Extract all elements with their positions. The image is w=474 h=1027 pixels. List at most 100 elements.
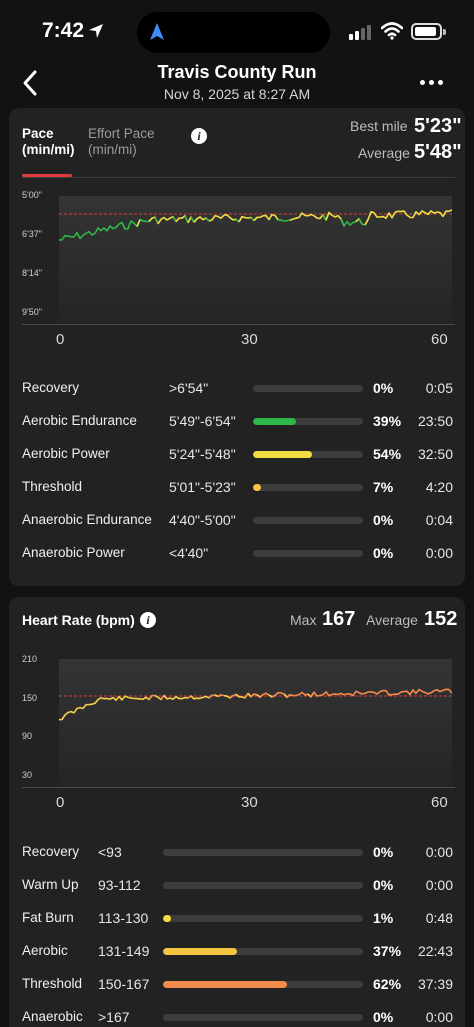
zone-bar bbox=[253, 550, 363, 557]
zone-time: 22:43 bbox=[417, 943, 453, 959]
hr-y-tick: 210 bbox=[22, 654, 38, 664]
average-pace-value: 5'48" bbox=[414, 141, 462, 163]
pace-zone-row: Anaerobic Endurance 4'40"-5'00" 0% 0:04 bbox=[22, 512, 455, 530]
zone-bar bbox=[253, 484, 363, 491]
average-pace-label: Average bbox=[358, 145, 410, 161]
pace-x-tick: 60 bbox=[431, 331, 448, 348]
zone-percent: 0% bbox=[373, 380, 394, 396]
zone-range: <93 bbox=[98, 844, 122, 860]
location-arrow-icon bbox=[89, 24, 103, 38]
pace-chart-svg bbox=[59, 209, 452, 241]
divider bbox=[22, 177, 455, 178]
average-hr-value: 152 bbox=[424, 608, 458, 630]
average-hr-label: Average bbox=[366, 612, 418, 628]
zone-range: 113-130 bbox=[98, 910, 149, 926]
hr-y-tick: 150 bbox=[22, 693, 38, 703]
zone-bar-fill bbox=[253, 484, 261, 491]
zone-range: 5'01"-5'23" bbox=[169, 479, 236, 495]
hr-trace-segment bbox=[286, 691, 312, 698]
zone-name: Anaerobic Endurance bbox=[22, 512, 152, 527]
zone-bar-fill bbox=[163, 981, 287, 988]
hr-zone-row: Aerobic 131-149 37% 22:43 bbox=[22, 943, 455, 961]
tab-effort-pace[interactable]: Effort Pace (min/mi) bbox=[88, 126, 155, 157]
zone-bar bbox=[163, 849, 363, 856]
zone-range: >6'54" bbox=[169, 380, 209, 396]
pace-zone-row: Threshold 5'01"-5'23" 7% 4:20 bbox=[22, 479, 455, 497]
zone-percent: 1% bbox=[373, 910, 394, 926]
pace-trace-segment bbox=[325, 211, 345, 227]
zone-bar bbox=[253, 451, 363, 458]
zone-time: 37:39 bbox=[417, 976, 453, 992]
pace-zone-row: Aerobic Endurance 5'49"-6'54" 39% 23:50 bbox=[22, 413, 455, 431]
pace-zone-row: Anaerobic Power <4'40" 0% 0:00 bbox=[22, 545, 455, 563]
page-title: Travis County Run bbox=[157, 62, 317, 82]
dynamic-island bbox=[137, 12, 330, 53]
pace-trace-segment bbox=[208, 213, 240, 223]
zone-time: 32:50 bbox=[417, 446, 453, 462]
zone-bar bbox=[163, 1014, 363, 1021]
zone-percent: 0% bbox=[373, 512, 394, 528]
pace-y-tick: 9'50" bbox=[22, 307, 42, 317]
hr-x-tick: 30 bbox=[241, 794, 258, 811]
pace-trace-segment bbox=[340, 218, 360, 227]
zone-time: 4:20 bbox=[425, 479, 453, 495]
zone-range: >167 bbox=[98, 1009, 130, 1025]
zone-bar bbox=[253, 385, 363, 392]
pace-zone-row: Recovery >6'54" 0% 0:05 bbox=[22, 380, 455, 398]
zone-name: Aerobic Power bbox=[22, 446, 110, 461]
zone-bar bbox=[253, 418, 363, 425]
cellular-signal-icon bbox=[349, 25, 371, 40]
hr-trace-segment bbox=[163, 694, 192, 700]
zone-bar bbox=[163, 981, 363, 988]
more-options-icon[interactable] bbox=[420, 80, 443, 85]
zone-bar-fill bbox=[253, 418, 296, 425]
pace-card: Pace (min/mi) Effort Pace (min/mi) i Bes… bbox=[9, 108, 465, 586]
info-icon[interactable]: i bbox=[191, 128, 207, 144]
zone-bar-fill bbox=[163, 948, 237, 955]
back-chevron-icon[interactable] bbox=[20, 68, 40, 98]
zone-range: 150-167 bbox=[98, 976, 150, 992]
zone-time: 0:48 bbox=[425, 910, 453, 926]
pace-x-axis bbox=[22, 324, 455, 325]
zone-name: Threshold bbox=[22, 976, 83, 991]
zone-percent: 39% bbox=[373, 413, 402, 429]
zone-range: 4'40"-5'00" bbox=[169, 512, 236, 528]
pace-trace-segment bbox=[364, 209, 452, 226]
zone-time: 23:50 bbox=[417, 413, 453, 429]
zone-range: 93-112 bbox=[98, 877, 141, 893]
tab-pace[interactable]: Pace (min/mi) bbox=[22, 126, 75, 157]
zone-bar bbox=[163, 882, 363, 889]
wifi-icon bbox=[381, 22, 403, 40]
pace-trace-segment bbox=[157, 215, 177, 225]
status-time: 7:42 bbox=[42, 19, 85, 42]
zone-name: Recovery bbox=[22, 844, 80, 859]
max-hr-value: 167 bbox=[322, 608, 356, 630]
pace-y-tick: 6'37" bbox=[22, 229, 42, 239]
info-icon[interactable]: i bbox=[140, 612, 156, 628]
zone-range: 5'24"-5'48" bbox=[169, 446, 236, 462]
zone-name: Aerobic bbox=[22, 943, 68, 958]
zone-percent: 0% bbox=[373, 545, 394, 561]
heart-rate-chart-svg bbox=[59, 688, 452, 721]
zone-percent: 54% bbox=[373, 446, 402, 462]
zone-bar bbox=[163, 948, 363, 955]
zone-percent: 62% bbox=[373, 976, 402, 992]
zone-range: 131-149 bbox=[98, 943, 150, 959]
hr-x-tick: 0 bbox=[56, 794, 65, 811]
heart-rate-card: Heart Rate (bpm) i Max 167 Average 152 2… bbox=[9, 597, 465, 1027]
active-tab-indicator bbox=[22, 174, 72, 177]
hr-zone-row: Warm Up 93-112 0% 0:00 bbox=[22, 877, 455, 895]
zone-percent: 7% bbox=[373, 479, 394, 495]
pace-x-tick: 30 bbox=[241, 331, 258, 348]
navigation-arrow-icon bbox=[150, 23, 164, 40]
zone-time: 0:00 bbox=[425, 545, 453, 561]
zone-range: <4'40" bbox=[169, 545, 209, 561]
zone-bar-fill bbox=[253, 451, 313, 458]
pace-trace-segment bbox=[59, 219, 141, 241]
zone-name: Threshold bbox=[22, 479, 83, 494]
zone-time: 0:05 bbox=[425, 380, 453, 396]
zone-range: 5'49"-6'54" bbox=[169, 413, 236, 429]
zone-name: Fat Burn bbox=[22, 910, 74, 925]
pace-chart bbox=[59, 196, 452, 324]
max-hr-label: Max bbox=[290, 612, 317, 628]
